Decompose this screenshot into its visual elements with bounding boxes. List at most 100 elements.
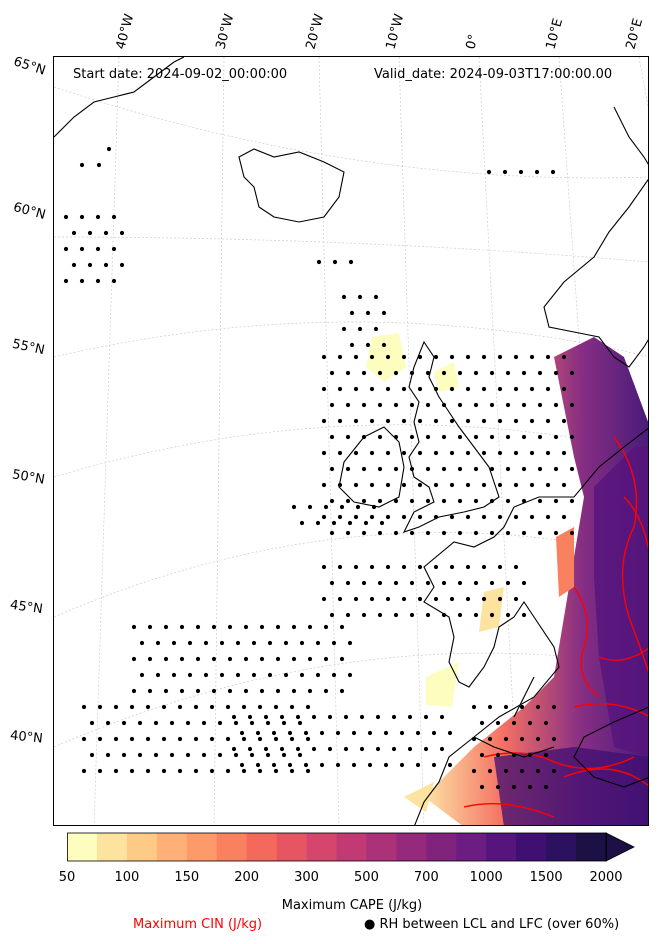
rh-dot (543, 784, 549, 790)
rh-dot (145, 736, 151, 742)
lon-label-30w: 30°W (213, 12, 238, 51)
rh-dot (487, 704, 493, 710)
rh-dot (425, 466, 431, 472)
rh-dot (147, 624, 153, 630)
rh-dot (89, 720, 95, 726)
rh-dot (417, 482, 423, 488)
rh-dot (131, 624, 137, 630)
rh-dot (259, 656, 265, 662)
rh-dot (407, 714, 413, 720)
rh-dot (479, 720, 485, 726)
rh-dot (505, 370, 511, 376)
rh-dot (529, 450, 535, 456)
rh-dot (502, 169, 508, 175)
rh-dot (211, 624, 217, 630)
rh-dot (367, 762, 373, 768)
rh-dot (81, 704, 87, 710)
rh-dot (209, 768, 215, 774)
rh-dot (433, 386, 439, 392)
rh-dot (471, 736, 477, 742)
rh-dot (239, 762, 245, 768)
map-panel (53, 56, 649, 826)
rh-dot (267, 672, 273, 678)
rh-dot (385, 482, 391, 488)
rh-dot (393, 402, 399, 408)
rh-dot (433, 514, 439, 520)
rh-dot (551, 768, 557, 774)
rh-dot (527, 720, 533, 726)
rh-dot (425, 498, 431, 504)
rh-dot (153, 752, 159, 758)
rh-dot (113, 736, 119, 742)
rh-dot (121, 720, 127, 726)
rh-dot (355, 504, 361, 510)
colorbar-cell (516, 833, 547, 861)
rh-dot (457, 402, 463, 408)
rh-dot (187, 672, 193, 678)
rh-dot (243, 688, 249, 694)
rh-dot (569, 530, 575, 536)
rh-dot (489, 498, 495, 504)
rh-dot (457, 530, 463, 536)
rh-dot (289, 736, 295, 742)
rh-dot (503, 768, 509, 774)
rh-dot (289, 768, 295, 774)
rh-dot (265, 752, 271, 758)
rh-dot (323, 656, 329, 662)
rh-dot (519, 768, 525, 774)
rh-dot (545, 514, 551, 520)
rh-dot (321, 596, 327, 602)
rh-dot (281, 752, 287, 758)
rh-dot (361, 612, 367, 618)
rh-dot (217, 720, 223, 726)
rh-dot (489, 466, 495, 472)
rh-dot (495, 752, 501, 758)
rh-dot (203, 640, 209, 646)
rh-dot (211, 688, 217, 694)
rh-dot (537, 434, 543, 440)
rh-dot (473, 530, 479, 536)
rh-dot (103, 262, 109, 268)
rh-dot (425, 434, 431, 440)
rh-dot (505, 612, 511, 618)
rh-dot (535, 736, 541, 742)
rh-dot (331, 520, 337, 526)
rh-dot (534, 169, 540, 175)
rh-dot (537, 530, 543, 536)
rh-dot (201, 752, 207, 758)
rh-dot (329, 612, 335, 618)
rh-dot (97, 704, 103, 710)
rh-dot (219, 672, 225, 678)
rh-dot (179, 624, 185, 630)
rh-dot (139, 640, 145, 646)
colorbar-tick-label: 200 (234, 870, 260, 885)
rh-dot (305, 704, 311, 710)
cape-colorbar (67, 832, 635, 862)
rh-dot (111, 278, 117, 284)
rh-dot (271, 730, 277, 736)
rh-dot (365, 310, 371, 316)
rh-dot (369, 596, 375, 602)
colorbar-tick-label: 2000 (589, 870, 623, 885)
rh-dot (171, 672, 177, 678)
rh-dot (241, 768, 247, 774)
rh-dot (497, 418, 503, 424)
rh-dot (249, 720, 255, 726)
rh-dot (489, 530, 495, 536)
rh-dot (63, 246, 69, 252)
rh-dot (511, 720, 517, 726)
rh-dot (409, 580, 415, 586)
rh-dot (383, 762, 389, 768)
rh-dot (315, 672, 321, 678)
rh-dot (535, 704, 541, 710)
rh-dot (423, 714, 429, 720)
rh-dot (433, 482, 439, 488)
rh-dot (465, 386, 471, 392)
rh-dot (335, 762, 341, 768)
rh-dot (321, 354, 327, 360)
colorbar-tick-label: 100 (114, 870, 140, 885)
rh-dot (305, 736, 311, 742)
rh-dot (71, 230, 77, 236)
rh-dot (409, 612, 415, 618)
rh-dot (345, 580, 351, 586)
